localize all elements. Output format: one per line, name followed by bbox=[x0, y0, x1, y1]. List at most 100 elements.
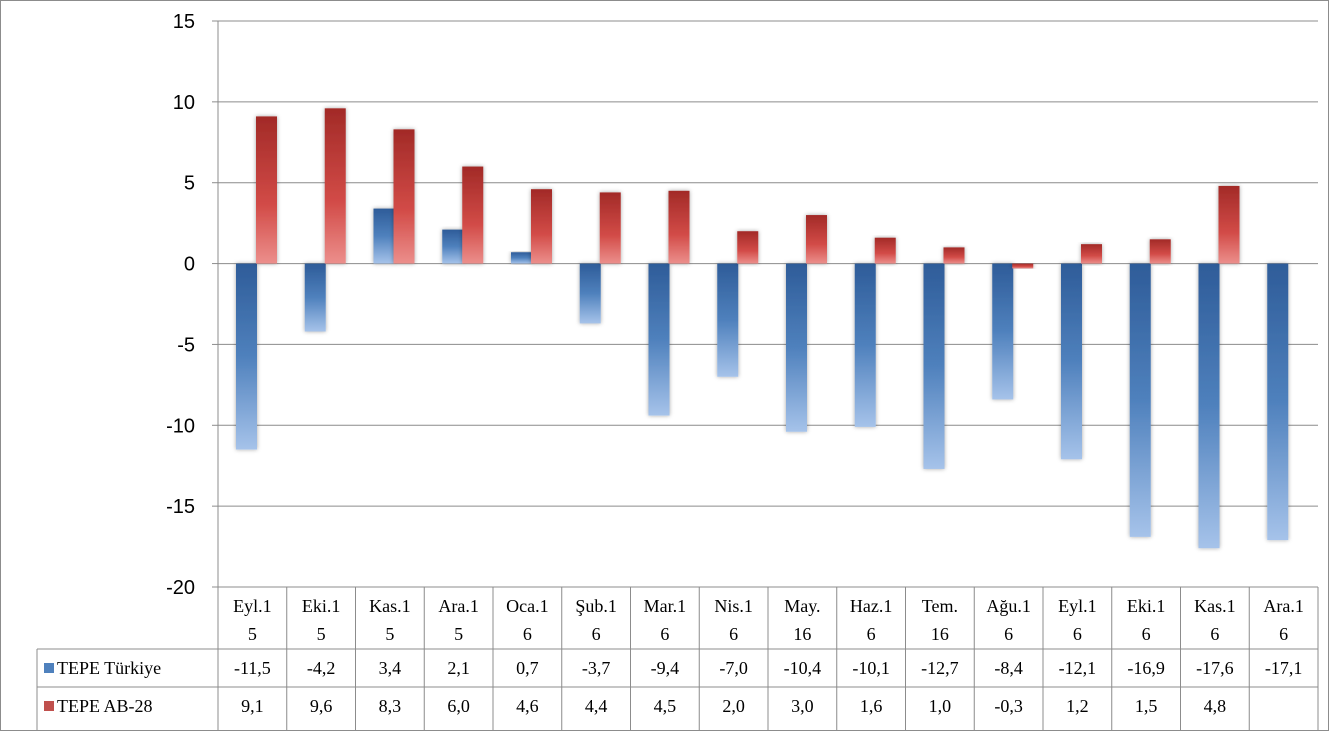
y-tick-label: 0 bbox=[184, 254, 195, 276]
data-label: -10,4 bbox=[784, 658, 822, 678]
x-tick-label: 6 bbox=[1142, 624, 1151, 644]
data-label: 1,0 bbox=[929, 696, 952, 716]
legend-label: TEPE AB-28 bbox=[57, 696, 153, 716]
bars bbox=[236, 108, 1289, 549]
data-label: -9,4 bbox=[651, 658, 680, 678]
x-tick-label: 16 bbox=[793, 624, 811, 644]
data-label: -4,2 bbox=[307, 658, 336, 678]
data-label: -12,7 bbox=[921, 658, 959, 678]
data-label: 2,0 bbox=[722, 696, 745, 716]
bar-tepe-turkiye bbox=[442, 229, 464, 264]
x-tick-label: May. bbox=[784, 596, 820, 616]
data-label: -12,1 bbox=[1059, 658, 1097, 678]
x-tick-label: Eyl.1 bbox=[1058, 596, 1097, 616]
bar-tepe-turkiye bbox=[304, 263, 326, 332]
y-tick-label: -20 bbox=[166, 577, 195, 599]
data-label: 4,5 bbox=[654, 696, 677, 716]
data-table: Eyl.1 5 Eki.1 5 Kas.1 5 Ara.1 5 Oca.1 6 Şub.1 6 Mar.… bbox=[36, 586, 1319, 731]
y-tick-label: 5 bbox=[184, 173, 195, 195]
x-tick-label: 6 bbox=[1210, 624, 1219, 644]
x-tick-label: Haz.1 bbox=[850, 596, 892, 616]
bar-tepe-turkiye bbox=[1061, 263, 1082, 460]
data-label: 9,1 bbox=[241, 696, 264, 716]
x-tick-label: Eyl.1 bbox=[233, 596, 272, 616]
x-tick-label: 6 bbox=[1073, 624, 1082, 644]
bar-tepe-turkiye bbox=[717, 263, 739, 377]
data-label: 4,6 bbox=[516, 696, 539, 716]
x-tick-label: 6 bbox=[1279, 624, 1288, 644]
data-label: 4,8 bbox=[1204, 696, 1227, 716]
y-tick-label: -10 bbox=[166, 415, 195, 437]
bar-tepe-turkiye bbox=[786, 263, 807, 432]
x-tick-label: Kas.1 bbox=[369, 596, 411, 616]
bar-tepe-turkiye bbox=[236, 263, 257, 450]
bar-tepe-ab28 bbox=[737, 231, 759, 264]
x-tick-label: 5 bbox=[317, 624, 326, 644]
legend-key bbox=[44, 701, 54, 711]
x-tick-label: 5 bbox=[385, 624, 394, 644]
x-tick-label: 6 bbox=[729, 624, 738, 644]
bar-tepe-turkiye bbox=[1129, 263, 1151, 537]
bar-tepe-turkiye bbox=[648, 263, 670, 416]
data-label: 4,4 bbox=[585, 696, 608, 716]
y-tick-label: -5 bbox=[177, 334, 195, 356]
data-label: 3,4 bbox=[379, 658, 402, 678]
data-label: -3,7 bbox=[582, 658, 611, 678]
data-label: 1,5 bbox=[1135, 696, 1158, 716]
bar-tepe-ab28 bbox=[531, 189, 552, 264]
data-label: 0,7 bbox=[516, 658, 539, 678]
bar-tepe-turkiye bbox=[579, 263, 601, 324]
bar-tepe-ab28 bbox=[393, 129, 415, 264]
bar-tepe-ab28 bbox=[1012, 263, 1034, 269]
bar-tepe-ab28 bbox=[806, 215, 827, 264]
x-tick-label: Kas.1 bbox=[1194, 596, 1236, 616]
bar-tepe-ab28 bbox=[1149, 239, 1171, 264]
x-tick-label: 5 bbox=[454, 624, 463, 644]
bar-tepe-ab28 bbox=[943, 247, 965, 264]
data-label: 1,2 bbox=[1066, 696, 1089, 716]
x-tick-label: Oca.1 bbox=[506, 596, 548, 616]
data-label: 3,0 bbox=[791, 696, 814, 716]
bar-tepe-turkiye bbox=[854, 263, 876, 427]
x-tick-label: 5 bbox=[248, 624, 257, 644]
bar-tepe-ab28 bbox=[324, 108, 346, 264]
bar-tepe-turkiye bbox=[1198, 263, 1220, 549]
x-tick-label: 16 bbox=[931, 624, 949, 644]
bar-tepe-turkiye bbox=[1267, 263, 1289, 541]
x-tick-label: Mar.1 bbox=[644, 596, 687, 616]
x-tick-label: Şub.1 bbox=[575, 596, 617, 616]
data-label: 8,3 bbox=[379, 696, 402, 716]
y-axis: 15 10 5 0 -5 -10 -15 -20 bbox=[166, 11, 219, 599]
data-label: -7,0 bbox=[719, 658, 748, 678]
bar-tepe-turkiye bbox=[992, 263, 1014, 400]
x-tick-label: 6 bbox=[523, 624, 532, 644]
y-tick-label: 10 bbox=[173, 92, 195, 114]
x-tick-label: Ara.1 bbox=[1263, 596, 1303, 616]
bar-tepe-ab28 bbox=[1081, 244, 1102, 264]
data-label: -16,9 bbox=[1127, 658, 1165, 678]
legend-key bbox=[44, 663, 54, 673]
x-tick-label: Ağu.1 bbox=[986, 596, 1031, 616]
x-tick-label: 6 bbox=[867, 624, 876, 644]
y-tick-label: 15 bbox=[173, 11, 195, 33]
bar-tepe-turkiye bbox=[373, 208, 395, 264]
x-tick-label: 6 bbox=[592, 624, 601, 644]
data-label: -8,4 bbox=[994, 658, 1023, 678]
data-label: -17,6 bbox=[1196, 658, 1234, 678]
bar-tepe-ab28 bbox=[668, 190, 690, 264]
data-label: 9,6 bbox=[310, 696, 333, 716]
bar-tepe-turkiye bbox=[511, 252, 532, 264]
bar-tepe-ab28 bbox=[1218, 185, 1240, 264]
x-tick-label: 6 bbox=[660, 624, 669, 644]
x-tick-label: Eki.1 bbox=[1127, 596, 1166, 616]
data-label: -10,1 bbox=[852, 658, 890, 678]
bar-tepe-ab28 bbox=[462, 166, 484, 264]
bar-tepe-ab28 bbox=[256, 116, 277, 264]
data-label: -0,3 bbox=[994, 696, 1023, 716]
y-tick-label: -15 bbox=[166, 496, 195, 518]
data-label: -17,1 bbox=[1265, 658, 1303, 678]
data-label: 2,1 bbox=[447, 658, 470, 678]
x-tick-label: 6 bbox=[1004, 624, 1013, 644]
bar-tepe-ab28 bbox=[599, 192, 621, 264]
